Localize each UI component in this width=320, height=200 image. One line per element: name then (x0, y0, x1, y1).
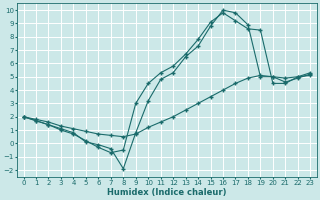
X-axis label: Humidex (Indice chaleur): Humidex (Indice chaleur) (107, 188, 227, 197)
